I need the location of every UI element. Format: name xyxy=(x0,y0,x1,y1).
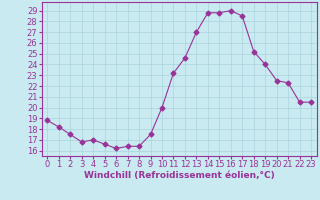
X-axis label: Windchill (Refroidissement éolien,°C): Windchill (Refroidissement éolien,°C) xyxy=(84,171,275,180)
